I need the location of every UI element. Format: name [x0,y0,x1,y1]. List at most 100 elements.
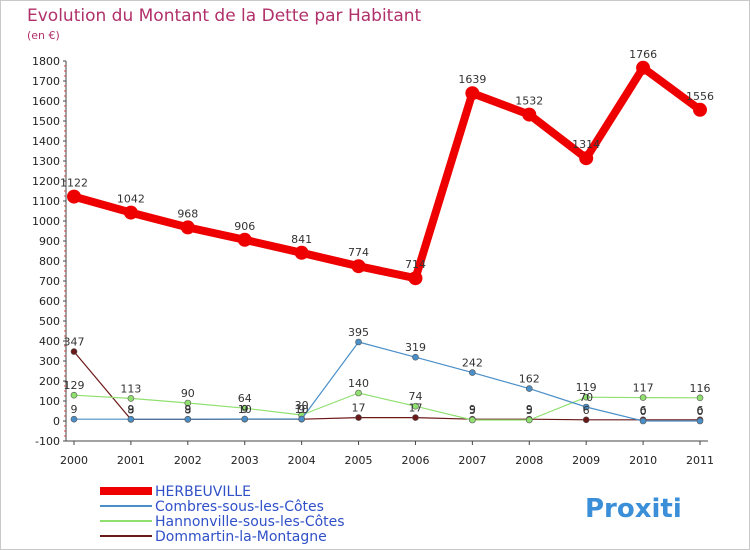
data-label: 1556 [686,90,714,103]
data-label: 8 [184,403,191,416]
data-point [127,415,135,423]
data-label: 6 [697,404,704,417]
data-point [70,348,78,355]
axes: -100010020030040050060070080090010001100… [32,55,714,467]
data-label: 841 [291,233,312,246]
data-point [579,151,594,166]
x-tick-label: 2001 [117,454,145,467]
data-point [294,245,309,260]
data-point [636,60,651,75]
y-tick-label: 1700 [32,75,60,88]
data-label: 9 [127,403,134,416]
data-label: 0 [697,405,704,418]
data-point [180,220,195,235]
data-label: 129 [64,379,85,392]
series-layer [67,60,707,425]
data-point [469,369,476,376]
data-label: 242 [462,357,483,370]
data-point [355,338,362,346]
data-label: 9 [184,403,191,416]
data-point [639,394,647,401]
data-point [525,385,533,392]
y-tick-label: 1600 [32,95,60,108]
legend-label: Hannonville-sous-les-Côtes [155,514,345,530]
legend: HERBEUVILLECombres-sous-les-CôtesHannonv… [100,484,345,545]
data-point [408,271,423,286]
data-label: 9 [241,403,248,416]
data-label: 714 [405,258,426,271]
data-label: 10 [238,403,252,416]
data-label: 17 [408,402,422,415]
x-tick-label: 2006 [401,454,429,467]
data-label: 8 [127,403,134,416]
x-tick-label: 2007 [458,454,486,467]
data-point [412,402,419,410]
data-label: 1314 [572,138,600,151]
data-label: 117 [633,382,654,395]
data-point [70,391,78,399]
x-tick-label: 2004 [288,454,316,467]
data-label: 9 [526,403,533,416]
y-tick-label: 300 [39,355,60,368]
x-tick-label: 2003 [231,454,259,467]
data-point [696,394,704,402]
data-point [123,205,138,220]
data-point [184,399,192,407]
data-label: 1532 [515,95,543,108]
legend-label: HERBEUVILLE [155,484,251,500]
series-line-2 [73,392,701,421]
data-point [469,416,476,424]
data-label: 70 [579,391,593,404]
data-label: 119 [576,381,597,394]
data-label: 9 [298,403,305,416]
y-tick-label: 1000 [32,215,60,228]
data-label: 395 [348,326,369,339]
data-point [127,395,135,402]
data-label: 1042 [117,193,145,206]
data-label: 64 [238,392,252,405]
proxiti-logo: Proxiti [585,494,682,524]
data-point [355,389,362,397]
data-point [522,107,537,122]
data-label: 74 [408,390,422,403]
chart-subtitle: (en €) [27,29,60,42]
proxiti-logo-text: Proxiti [585,494,682,524]
data-label: 5 [526,404,533,417]
series-line-1 [74,341,700,422]
data-label: 113 [120,382,141,395]
data-label: 162 [519,373,540,386]
data-label: 319 [405,341,426,354]
data-label: 0 [640,405,647,418]
series-line-0 [72,63,703,283]
data-label: 9 [469,403,476,416]
data-label: 968 [177,207,198,220]
data-point [184,415,192,423]
data-point [67,189,81,204]
legend-label: Combres-sous-les-Côtes [155,499,324,515]
data-point [582,403,590,411]
x-tick-label: 2005 [345,454,373,467]
data-point [412,414,419,421]
y-tick-label: 1200 [32,175,60,188]
data-label: 906 [234,220,255,233]
data-label: 10 [295,403,309,416]
data-label: 6 [583,404,590,417]
y-tick-label: 900 [39,235,60,248]
data-label: 1122 [60,177,88,190]
data-point [582,393,590,401]
y-tick-label: 1400 [32,135,60,148]
data-point [237,232,252,247]
data-point [696,417,704,425]
x-tick-label: 2011 [686,454,714,467]
y-tick-label: -100 [35,435,60,448]
data-point [639,417,647,425]
y-tick-label: 1300 [32,155,60,168]
data-point [693,102,707,117]
data-label: 774 [348,246,369,259]
data-point [70,415,78,423]
y-tick-label: 100 [39,395,60,408]
x-tick-label: 2009 [572,454,600,467]
data-label: 116 [690,382,711,395]
